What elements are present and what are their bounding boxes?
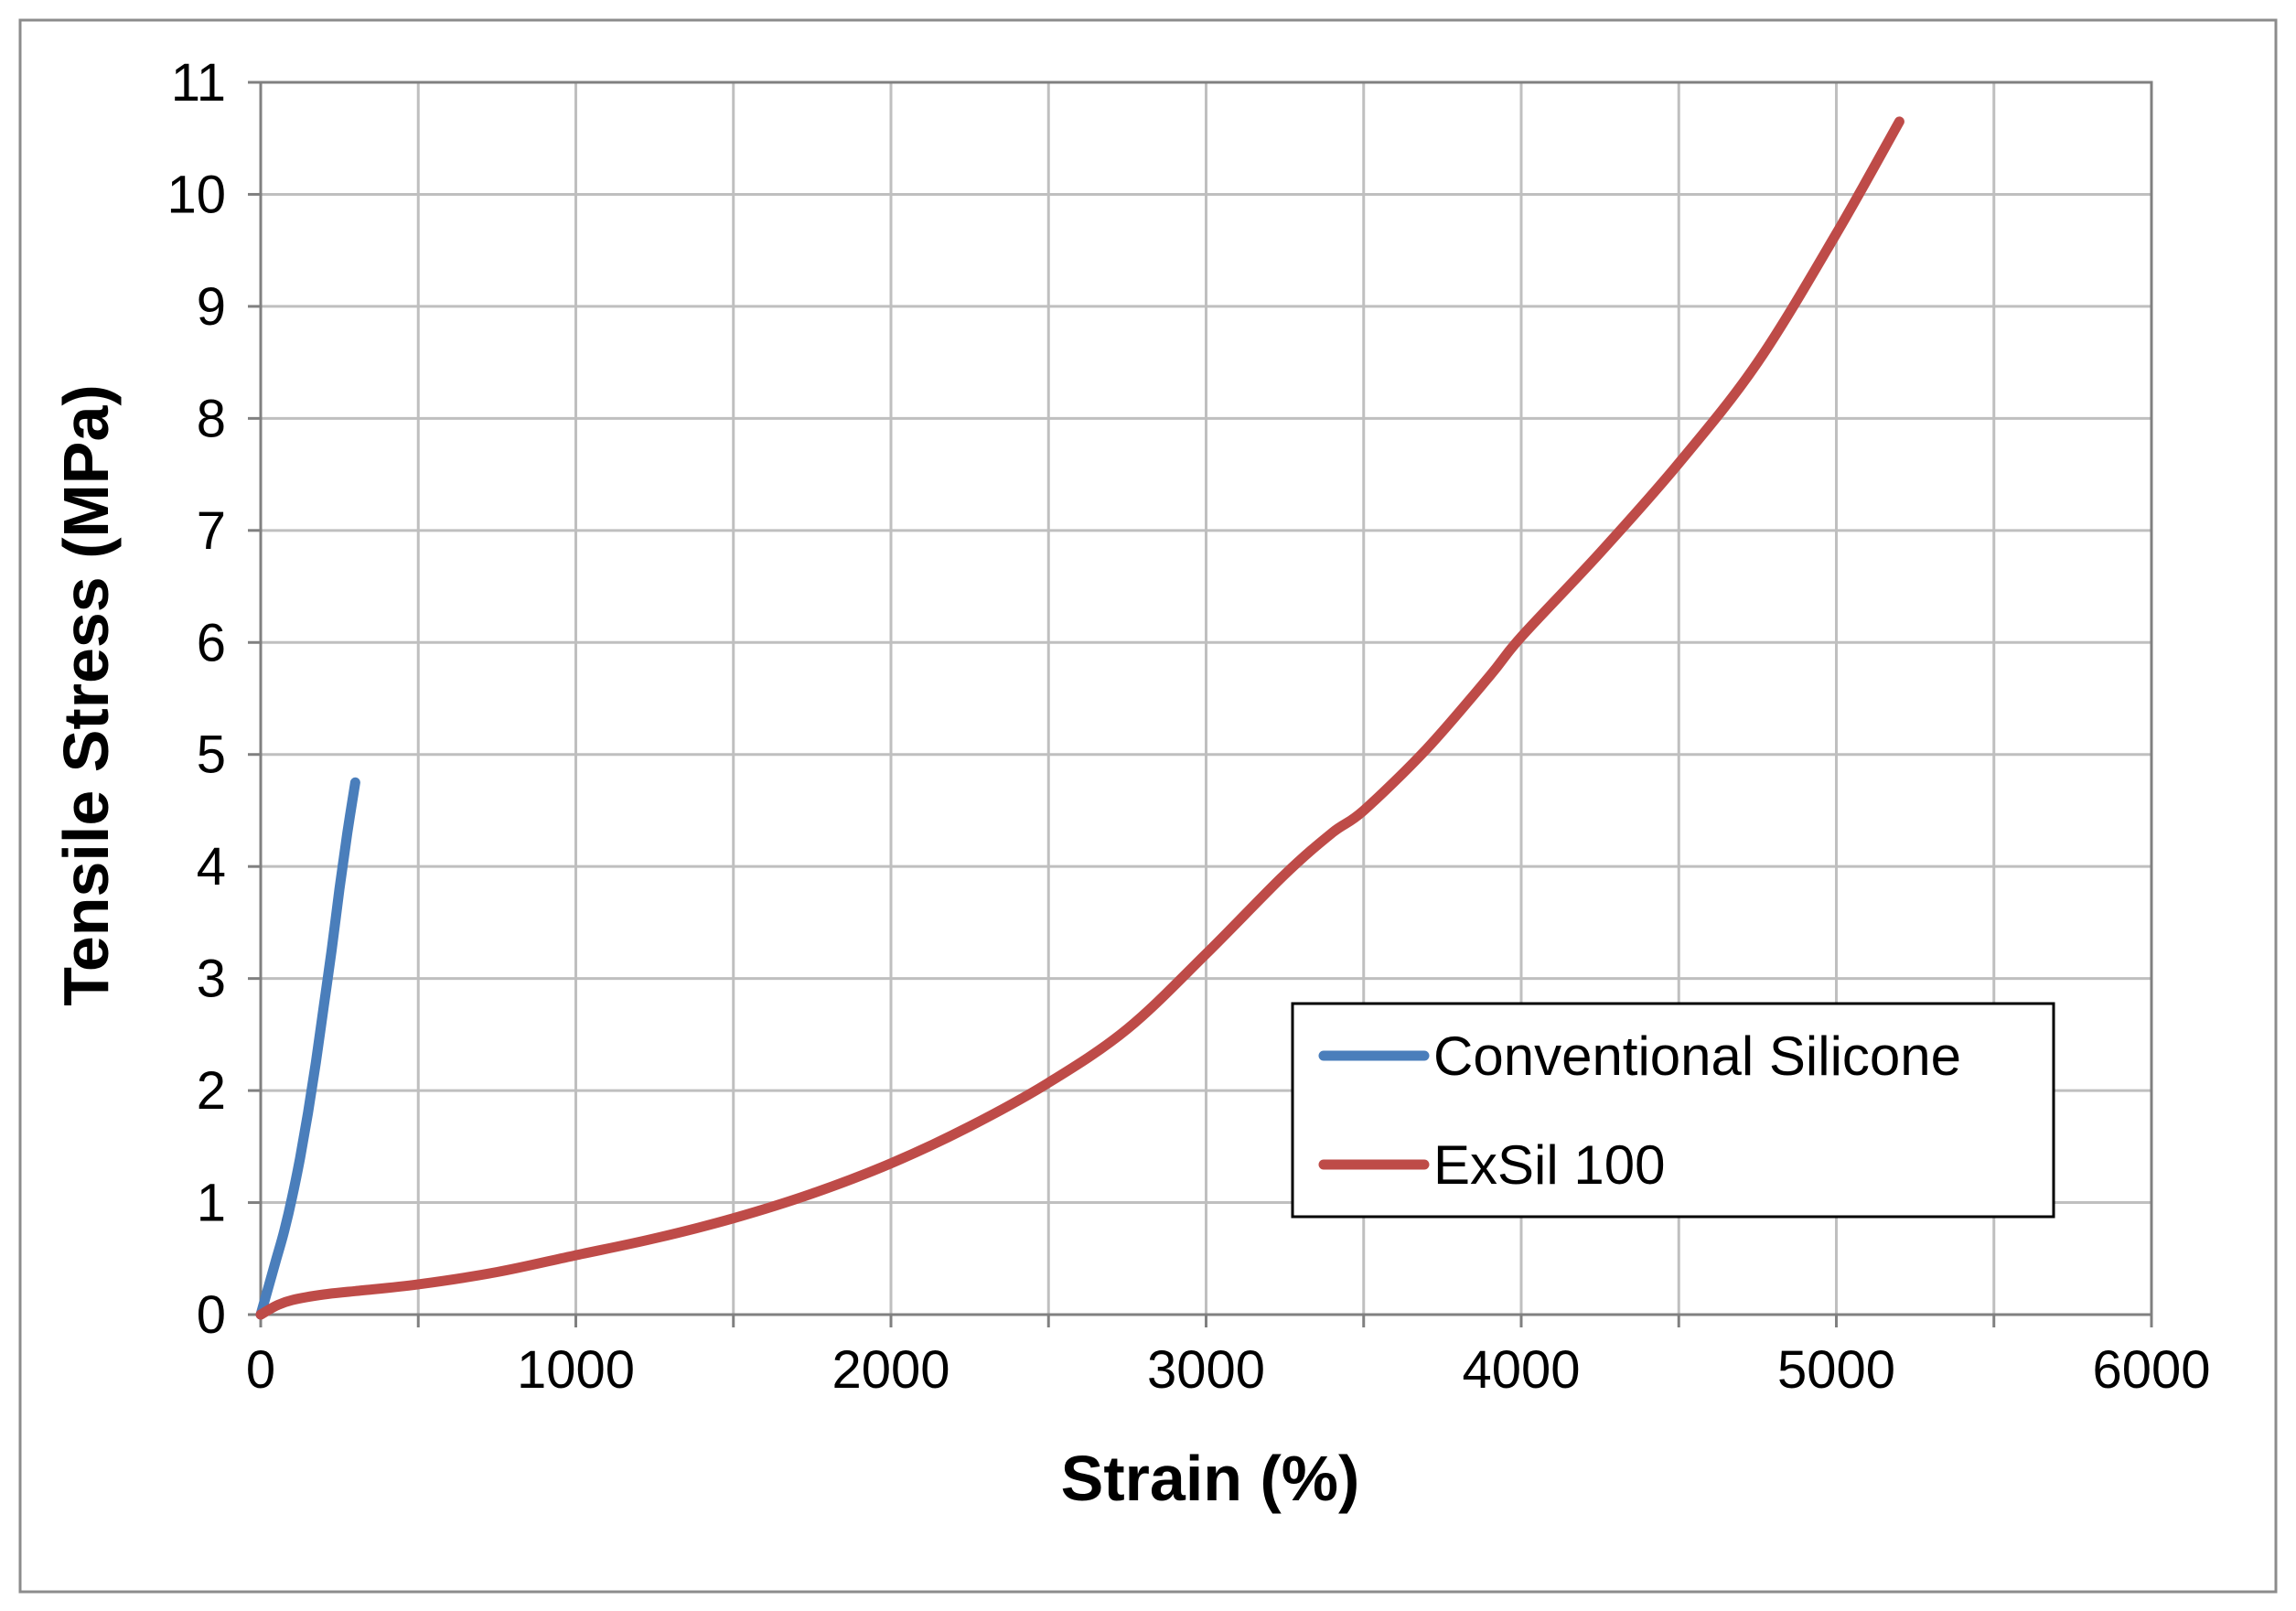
x-axis-title: Strain (%) (1061, 1443, 1360, 1514)
x-tick-label: 3000 (1147, 1340, 1265, 1400)
series-line-conventional-silicone (255, 777, 360, 1320)
x-tick-label: 6000 (2092, 1340, 2210, 1400)
y-tick-label: 10 (166, 165, 226, 224)
y-tick-label: 7 (197, 501, 226, 561)
chart-frame (18, 18, 2278, 1594)
y-tick-label: 3 (197, 950, 226, 1009)
y-tick-label: 11 (171, 53, 226, 113)
legend-label-exsil-100: ExSil 100 (1433, 1134, 1665, 1196)
y-axis-title: Tensile Stress (MPa) (50, 384, 122, 1006)
x-tick-label: 0 (246, 1340, 275, 1400)
legend-label-conventional-silicone: Conventional Silicone (1433, 1026, 1961, 1087)
x-tick-label: 4000 (1462, 1340, 1580, 1400)
y-tick-label: 4 (197, 837, 226, 897)
series-line-exsil-100 (255, 116, 1904, 1320)
legend: Conventional Silicone ExSil 100 (1291, 1002, 2055, 1219)
legend-box (1291, 1002, 2055, 1219)
x-tick-label: 2000 (831, 1340, 950, 1400)
series-lines (255, 116, 1904, 1320)
y-tick-label: 1 (197, 1174, 226, 1233)
axis-ticks: 0 1 2 3 4 5 6 7 8 9 10 11 0 1000 2000 3000 4000 5000 6000 (166, 53, 2210, 1400)
y-tick-label: 0 (197, 1285, 226, 1345)
x-tick-label: 1000 (517, 1340, 635, 1400)
y-tick-label: 5 (197, 725, 226, 785)
x-tick-label: 5000 (1777, 1340, 1895, 1400)
y-tick-label: 8 (197, 389, 226, 448)
y-tick-label: 9 (197, 277, 226, 337)
y-tick-label: 2 (197, 1061, 226, 1121)
y-tick-label: 6 (197, 613, 226, 672)
